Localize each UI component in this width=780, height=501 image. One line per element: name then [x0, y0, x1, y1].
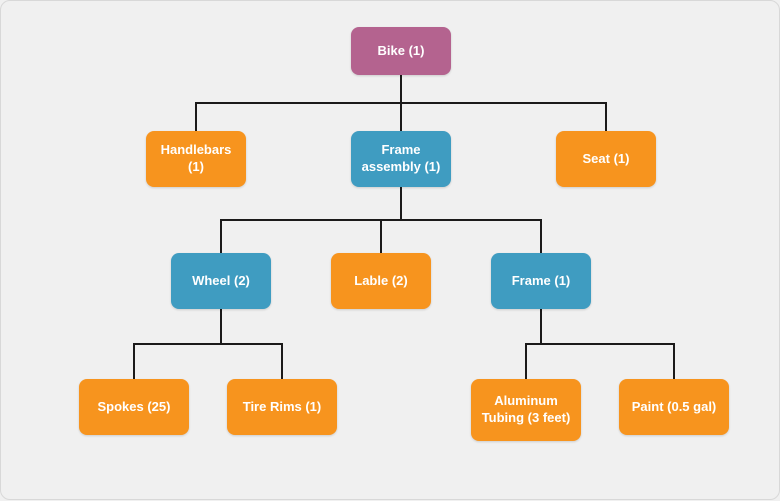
tree-node-rims: Tire Rims (1) — [227, 379, 337, 435]
tree-diagram-canvas: Bike (1) Handlebars (1) Frame assembly (1)… — [0, 0, 780, 500]
tree-node-handlebars: Handlebars (1) — [146, 131, 246, 187]
tree-node-label: Lable (2) — [354, 273, 407, 290]
tree-node-spokes: Spokes (25) — [79, 379, 189, 435]
tree-node-seat: Seat (1) — [556, 131, 656, 187]
tree-node-wheel: Wheel (2) — [171, 253, 271, 309]
tree-node-bike: Bike (1) — [351, 27, 451, 75]
tree-node-label: Paint (0.5 gal) — [632, 399, 717, 416]
tree-node-label: Frame assembly (1) — [357, 142, 445, 176]
tree-node-label: Handlebars (1) — [152, 142, 240, 176]
tree-node-label: Aluminum Tubing (3 feet) — [477, 393, 575, 427]
tree-node-label: Wheel (2) — [192, 273, 250, 290]
tree-node-label: Bike (1) — [378, 43, 425, 60]
tree-node-lable: Lable (2) — [331, 253, 431, 309]
tree-node-label: Tire Rims (1) — [243, 399, 322, 416]
tree-node-tubing: Aluminum Tubing (3 feet) — [471, 379, 581, 441]
tree-node-frame: Frame (1) — [491, 253, 591, 309]
tree-node-label: Spokes (25) — [98, 399, 171, 416]
tree-node-label: Frame (1) — [512, 273, 571, 290]
tree-node-frameasm: Frame assembly (1) — [351, 131, 451, 187]
tree-node-label: Seat (1) — [583, 151, 630, 168]
tree-node-paint: Paint (0.5 gal) — [619, 379, 729, 435]
